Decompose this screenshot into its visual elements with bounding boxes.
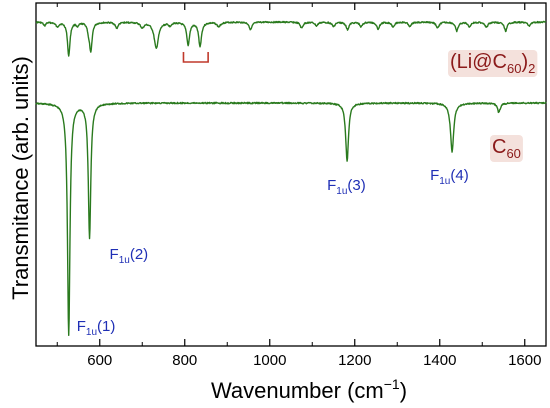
- plot-frame: [35, 2, 547, 347]
- x-tick-label: 1000: [253, 352, 286, 369]
- x-axis-label-sup: −1: [384, 376, 400, 392]
- series-label-bg: [448, 50, 538, 77]
- x-axis-ticks: 600 800 1000 1200 1400 1600: [56, 3, 541, 369]
- peak-label-f1u-2: F1u(2): [110, 246, 149, 266]
- x-axis-label-main: Wavenumber (cm: [211, 378, 384, 403]
- peak-label-f1u-3: F1u(3): [327, 177, 366, 197]
- series-line-li-c60-dimer: [35, 20, 547, 57]
- x-tick-label: 1400: [423, 352, 456, 369]
- x-axis-label-close: ): [400, 378, 407, 403]
- x-tick-label: 600: [87, 352, 112, 369]
- bracket-mark: [182, 52, 209, 63]
- x-tick-label: 800: [172, 352, 197, 369]
- series-lines: [35, 20, 547, 337]
- mode-bracket: [182, 52, 209, 63]
- series-label-li-c60-dimer: (Li@C60)2: [450, 51, 535, 76]
- x-tick-label: 1600: [508, 352, 541, 369]
- peak-annotations: F1u(1) F1u(2) F1u(3) F1u(4): [77, 167, 469, 338]
- peak-label-f1u-1: F1u(1): [77, 318, 116, 338]
- series-labels: (Li@C60)2 C60: [448, 50, 538, 162]
- peak-label-f1u-4: F1u(4): [430, 167, 469, 187]
- series-label-bg: [490, 135, 523, 162]
- series-line-c60: [35, 101, 547, 337]
- x-axis-label: Wavenumber (cm−1): [211, 376, 407, 403]
- series-label-c60: C60: [492, 136, 521, 161]
- x-tick-label: 1200: [338, 352, 371, 369]
- y-axis-label: Transmitance (arb. units): [8, 56, 33, 300]
- plot-area-border: [35, 2, 547, 347]
